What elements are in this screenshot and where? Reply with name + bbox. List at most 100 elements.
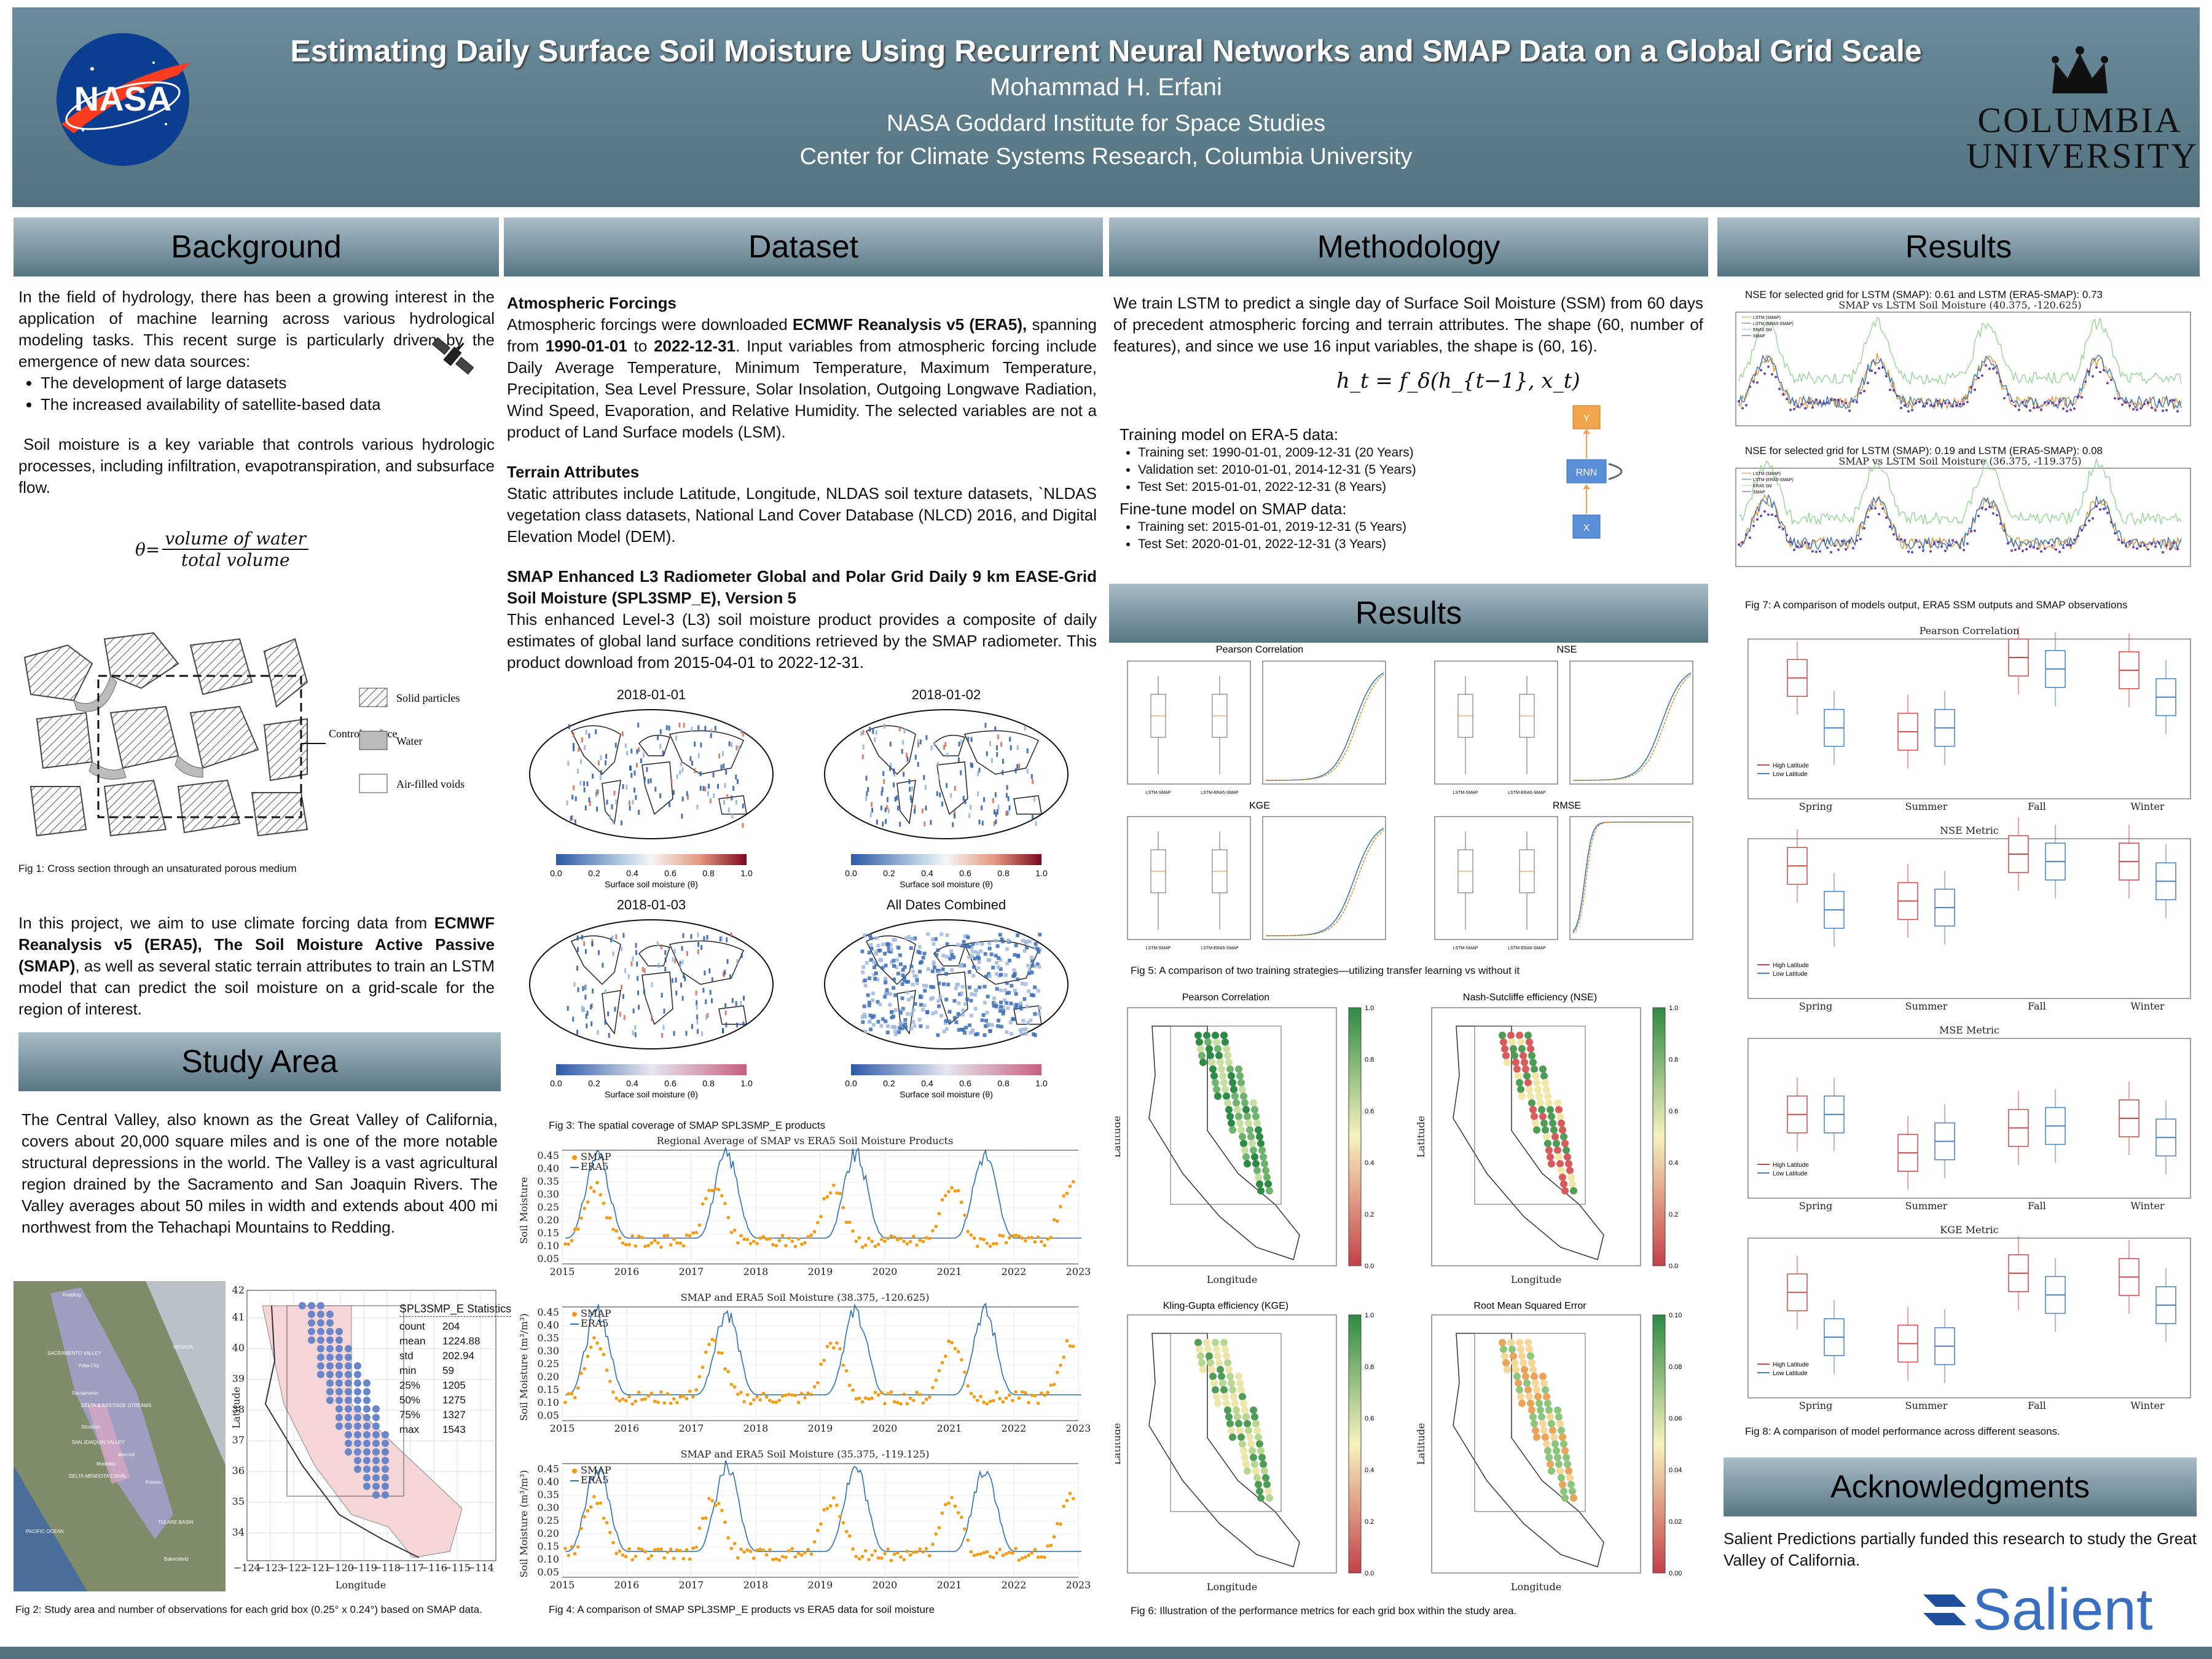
- svg-text:Modesto: Modesto: [96, 1461, 116, 1467]
- smap-point: [816, 1529, 820, 1532]
- smap-point: [678, 1395, 682, 1399]
- y-tick: 0.15: [537, 1540, 559, 1552]
- soil-moisture-cell: [917, 739, 919, 745]
- soil-moisture-cell: [898, 1011, 903, 1015]
- soil-moisture-cell: [586, 1023, 588, 1029]
- soil-moisture-cell: [599, 775, 602, 780]
- legend-era5: ERA5: [581, 1317, 608, 1329]
- smap-point: [796, 1400, 801, 1405]
- soil-moisture-cell: [621, 946, 623, 952]
- svg-text:Y: Y: [1583, 414, 1590, 424]
- smap-point: [1763, 510, 1766, 513]
- smap-point: [1926, 402, 1928, 405]
- smap-point: [595, 1502, 599, 1505]
- soil-moisture-cell: [875, 730, 877, 735]
- soil-moisture-cell: [595, 789, 598, 794]
- svg-text:−115: −115: [444, 1562, 471, 1574]
- soil-moisture-cell: [869, 726, 871, 732]
- soil-moisture-cell: [953, 814, 955, 819]
- grid-observation-dot: [372, 1491, 380, 1499]
- smap-point: [982, 1237, 986, 1242]
- soil-moisture-cell: [582, 986, 584, 991]
- soil-moisture-cell: [719, 936, 721, 942]
- grid-metric-dot: [1553, 1447, 1560, 1454]
- soil-moisture-cell: [585, 984, 587, 990]
- continent: [963, 730, 1039, 775]
- smap-point: [1937, 399, 1939, 402]
- smap-point: [2033, 406, 2035, 409]
- smap-point: [1782, 528, 1784, 531]
- smap-point: [2062, 546, 2065, 549]
- grid-observation-dot: [308, 1311, 315, 1318]
- smap-point: [966, 1230, 970, 1234]
- smap-point: [764, 1395, 769, 1399]
- soil-moisture-cell: [941, 801, 944, 807]
- soil-moisture-cell: [893, 1025, 897, 1029]
- grid-metric-dot: [1256, 1488, 1263, 1495]
- project-aim: In this project, we aim to use climate f…: [18, 914, 495, 1018]
- soil-moisture-cell: [876, 820, 878, 825]
- soil-moisture-cell: [725, 769, 728, 775]
- soil-moisture-cell: [969, 998, 973, 1003]
- soil-moisture-cell: [682, 933, 684, 938]
- soil-moisture-cell: [612, 819, 614, 825]
- smap-point: [745, 1237, 750, 1242]
- smap-point: [1062, 1194, 1065, 1198]
- soil-moisture-cell: [697, 942, 700, 947]
- smap-point: [806, 1234, 810, 1239]
- smap-point: [2147, 548, 2149, 551]
- soil-moisture-cell: [607, 1011, 610, 1017]
- soil-moisture-cell: [994, 954, 998, 958]
- soil-moisture-cell: [919, 995, 923, 999]
- year-tick: 2018: [743, 1579, 769, 1591]
- smap-point: [988, 1555, 992, 1558]
- background-text: In the field of hydrology, there has bee…: [18, 286, 495, 517]
- soil-moisture-cell: [1021, 939, 1025, 943]
- grid-metric-dot: [1560, 1440, 1567, 1448]
- smap-point: [704, 1196, 708, 1201]
- smap-point: [806, 1391, 810, 1395]
- soil-moisture-cell: [987, 972, 991, 976]
- smap-point: [1065, 1191, 1069, 1195]
- smap-point: [1918, 546, 1921, 549]
- grid-metric-dot: [1549, 1120, 1556, 1127]
- soil-moisture-cell: [674, 958, 677, 963]
- soil-moisture-cell: [1035, 947, 1040, 951]
- soil-moisture-cell: [1030, 963, 1035, 968]
- smap-point: [2066, 543, 2068, 546]
- smap-point: [876, 1556, 880, 1560]
- soil-moisture-cell: [971, 763, 973, 768]
- soil-moisture-cell: [915, 978, 919, 982]
- soil-moisture-cell: [881, 942, 885, 946]
- grid-metric-dot: [1224, 1052, 1231, 1059]
- soil-moisture-cell: [960, 943, 965, 947]
- soil-moisture-cell: [697, 753, 700, 758]
- smap-point: [2128, 404, 2131, 407]
- grid-metric-dot: [1244, 1467, 1251, 1475]
- smap-point: [2139, 407, 2142, 410]
- legend-label: High Latitude: [1773, 1362, 1809, 1368]
- smap-point: [649, 1241, 654, 1245]
- grid-metric-dot: [1252, 1420, 1260, 1427]
- soil-moisture-cell: [911, 969, 915, 973]
- smap-point: [573, 1551, 577, 1556]
- soil-moisture-cell: [681, 767, 684, 773]
- smap-point: [924, 1236, 928, 1240]
- soil-moisture-cell: [964, 799, 967, 804]
- smap-point: [646, 1244, 650, 1247]
- grid-observation-dot: [345, 1371, 352, 1378]
- grid-metric-dot: [1215, 1052, 1223, 1059]
- smap-point: [1011, 1551, 1014, 1555]
- grid-metric-dot: [1220, 1339, 1228, 1346]
- soil-moisture-cell: [957, 1001, 961, 1005]
- smap-point: [809, 1392, 814, 1397]
- grid-metric-dot: [1225, 1366, 1233, 1373]
- colorbar: [1652, 1007, 1666, 1266]
- smap-point: [589, 1186, 593, 1190]
- smap-point: [870, 1553, 874, 1557]
- soil-moisture-cell: [987, 946, 992, 951]
- smap-point: [768, 1398, 772, 1402]
- smap-point: [745, 1548, 750, 1552]
- smap-point: [640, 1547, 644, 1551]
